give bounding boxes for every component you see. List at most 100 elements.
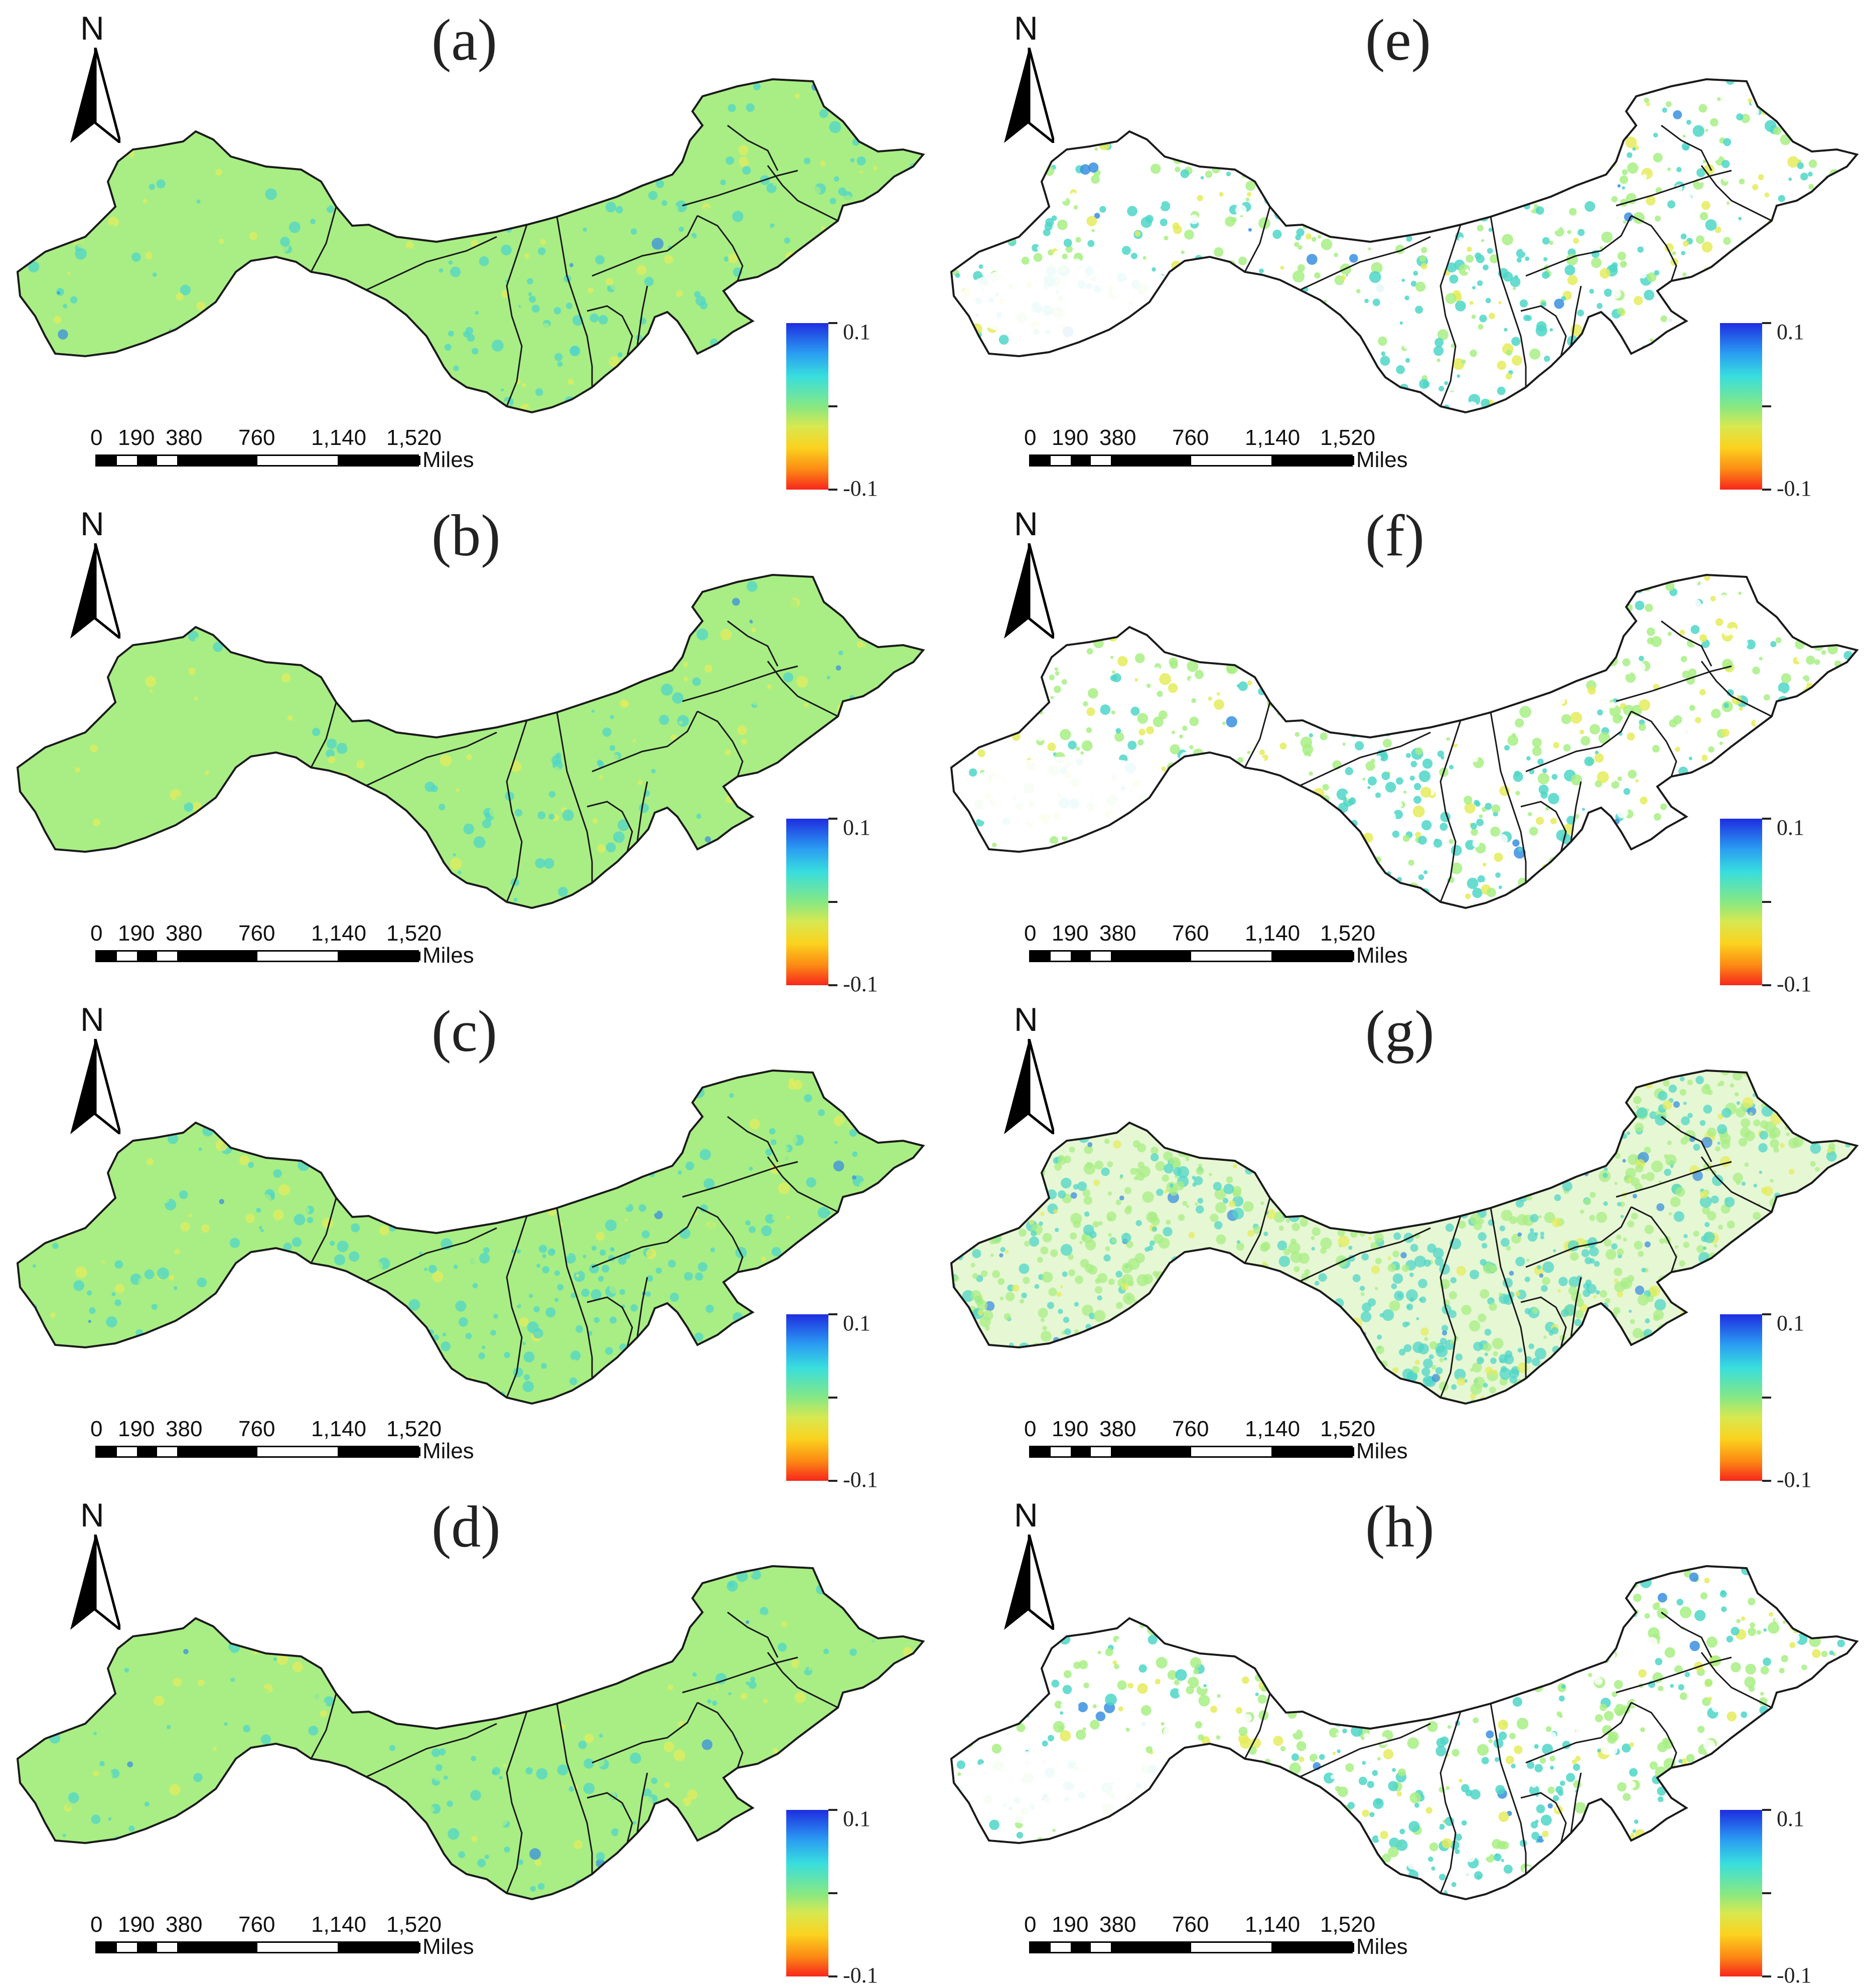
scale-bar-segment (137, 456, 157, 465)
scale-bar-segment (97, 456, 117, 465)
north-label: N (1014, 10, 1038, 47)
province-border (697, 1206, 744, 1273)
map-panel-c: (c) N 0.1 -0.1 0 190 380 760 1,140 1,520 Miles (0, 991, 934, 1492)
province-border (1490, 1207, 1527, 1379)
scale-bar (1029, 1941, 1354, 1953)
legend-tick (1762, 405, 1771, 407)
scale-tick-label: 380 (166, 1912, 203, 1937)
scale-bar-segment (1111, 1943, 1191, 1952)
province-border (366, 1723, 497, 1778)
province-border (1631, 1702, 1677, 1768)
province-border (1631, 710, 1677, 777)
scale-tick-label: 380 (1099, 921, 1136, 946)
panel-label: (h) (1365, 1494, 1434, 1560)
scale-bar-segment (1271, 1943, 1354, 1952)
province-border (697, 1702, 744, 1768)
scale-tick-label: 380 (1099, 1417, 1136, 1441)
province-border (1700, 165, 1772, 222)
scale-tick-label: 0 (90, 1912, 103, 1937)
north-label: N (80, 1496, 104, 1534)
province-border (767, 1156, 838, 1213)
scale-bar-segment (1111, 952, 1191, 961)
legend-tick (828, 1480, 837, 1482)
scale-bar-segment (1091, 1943, 1111, 1952)
north-arrow-icon (1004, 1534, 1057, 1633)
scale-bar-segment (338, 1943, 420, 1952)
province-border (556, 1207, 593, 1379)
province-border (587, 801, 633, 852)
scale-tick-label: 0 (1024, 921, 1037, 946)
legend-tick (828, 322, 837, 324)
province-border (636, 1772, 648, 1833)
province-border (1700, 1652, 1772, 1709)
province-border (1570, 1772, 1582, 1833)
region-outline (950, 78, 1859, 414)
scale-bar-segment (157, 952, 177, 961)
region-map (15, 75, 928, 416)
scale-tick-label: 1,520 (1320, 1912, 1376, 1937)
scale-tick-label: 380 (166, 425, 203, 450)
scale-bar-segment (338, 1447, 420, 1456)
legend-max-label: 0.1 (843, 815, 871, 840)
scale-tick-label: 190 (118, 1912, 155, 1937)
scale-tick-label: 0 (90, 1417, 103, 1441)
scale-tick-label: 760 (238, 921, 275, 946)
scale-bar-segment (1031, 456, 1051, 465)
scale-bar-segment (338, 456, 420, 465)
province-border (727, 124, 779, 171)
scale-bar-segment (137, 952, 157, 961)
province-border (1244, 1693, 1271, 1759)
legend-tick (828, 405, 837, 407)
scale-bar-segment (257, 1943, 338, 1952)
legend-tick (1762, 1313, 1771, 1315)
scale-tick-labels: 0 190 380 760 1,140 1,520 (90, 1912, 452, 1937)
province-border (1661, 1116, 1712, 1162)
scale-tick-label: 190 (1052, 921, 1089, 946)
scale-bar-segment (1111, 1447, 1191, 1456)
scale-tick-labels: 0 190 380 760 1,140 1,520 (90, 425, 452, 450)
scale-bar-segment (117, 1943, 137, 1952)
scale-bar (1029, 950, 1354, 962)
north-arrow-icon (1004, 47, 1057, 146)
province-border (1520, 1296, 1567, 1348)
province-border (727, 1611, 779, 1658)
legend-tick (1762, 1397, 1771, 1399)
scale-tick-label: 1,520 (386, 1417, 442, 1441)
scale-bar-segment (1091, 456, 1111, 465)
scale-bar-segment (157, 1447, 177, 1456)
scale-tick-label: 1,140 (1245, 1417, 1301, 1441)
scale-bar-segment (1191, 1943, 1271, 1952)
north-label: N (80, 1001, 104, 1038)
scale-tick-label: 380 (1099, 1912, 1136, 1937)
scale-bar-segment (1191, 952, 1271, 961)
province-border (1244, 1197, 1271, 1264)
legend-color-ramp (1720, 819, 1762, 985)
scale-bar-segment (1071, 456, 1091, 465)
region-map (15, 1562, 928, 1903)
scale-tick-label: 1,520 (1320, 1417, 1376, 1441)
scale-bar-segment (1271, 1447, 1354, 1456)
scale-unit-label: Miles (422, 1934, 474, 1959)
province-border (1525, 711, 1632, 773)
north-label: N (1014, 1496, 1038, 1534)
scale-bar (95, 1446, 420, 1458)
scale-tick-label: 1,140 (311, 1912, 367, 1937)
province-border (767, 165, 838, 222)
map-panel-d: (d) N 0.1 -0.1 0 190 380 760 1,140 1,520 Miles (0, 1487, 934, 1987)
province-border (592, 711, 698, 773)
province-border (727, 620, 779, 667)
legend-min-label: -0.1 (843, 1467, 878, 1492)
scale-tick-label: 760 (238, 425, 275, 450)
legend-color-ramp (1720, 1810, 1762, 1976)
province-border (697, 710, 744, 777)
legend-min-label: -0.1 (1777, 972, 1812, 996)
scale-bar-segment (1091, 1447, 1111, 1456)
scale-tick-label: 190 (1052, 425, 1089, 450)
legend-color-ramp (786, 1314, 828, 1481)
province-border (1616, 1656, 1732, 1694)
scale-bar-segment (1271, 952, 1354, 961)
panel-label: (g) (1365, 998, 1434, 1064)
legend-color-ramp (786, 323, 828, 490)
scale-bar-segment (1271, 456, 1354, 465)
region-outline (16, 573, 925, 909)
